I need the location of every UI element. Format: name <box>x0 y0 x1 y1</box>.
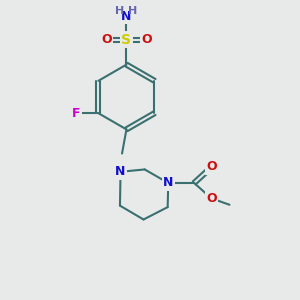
Text: O: O <box>141 33 152 46</box>
Text: N: N <box>121 10 132 23</box>
Text: H: H <box>115 6 124 16</box>
Text: N: N <box>163 176 173 190</box>
Text: S: S <box>122 33 131 46</box>
Text: N: N <box>116 165 126 178</box>
Text: O: O <box>206 160 217 173</box>
Text: H: H <box>128 6 137 16</box>
Text: O: O <box>101 33 112 46</box>
Text: F: F <box>72 107 81 120</box>
Text: O: O <box>206 192 217 205</box>
